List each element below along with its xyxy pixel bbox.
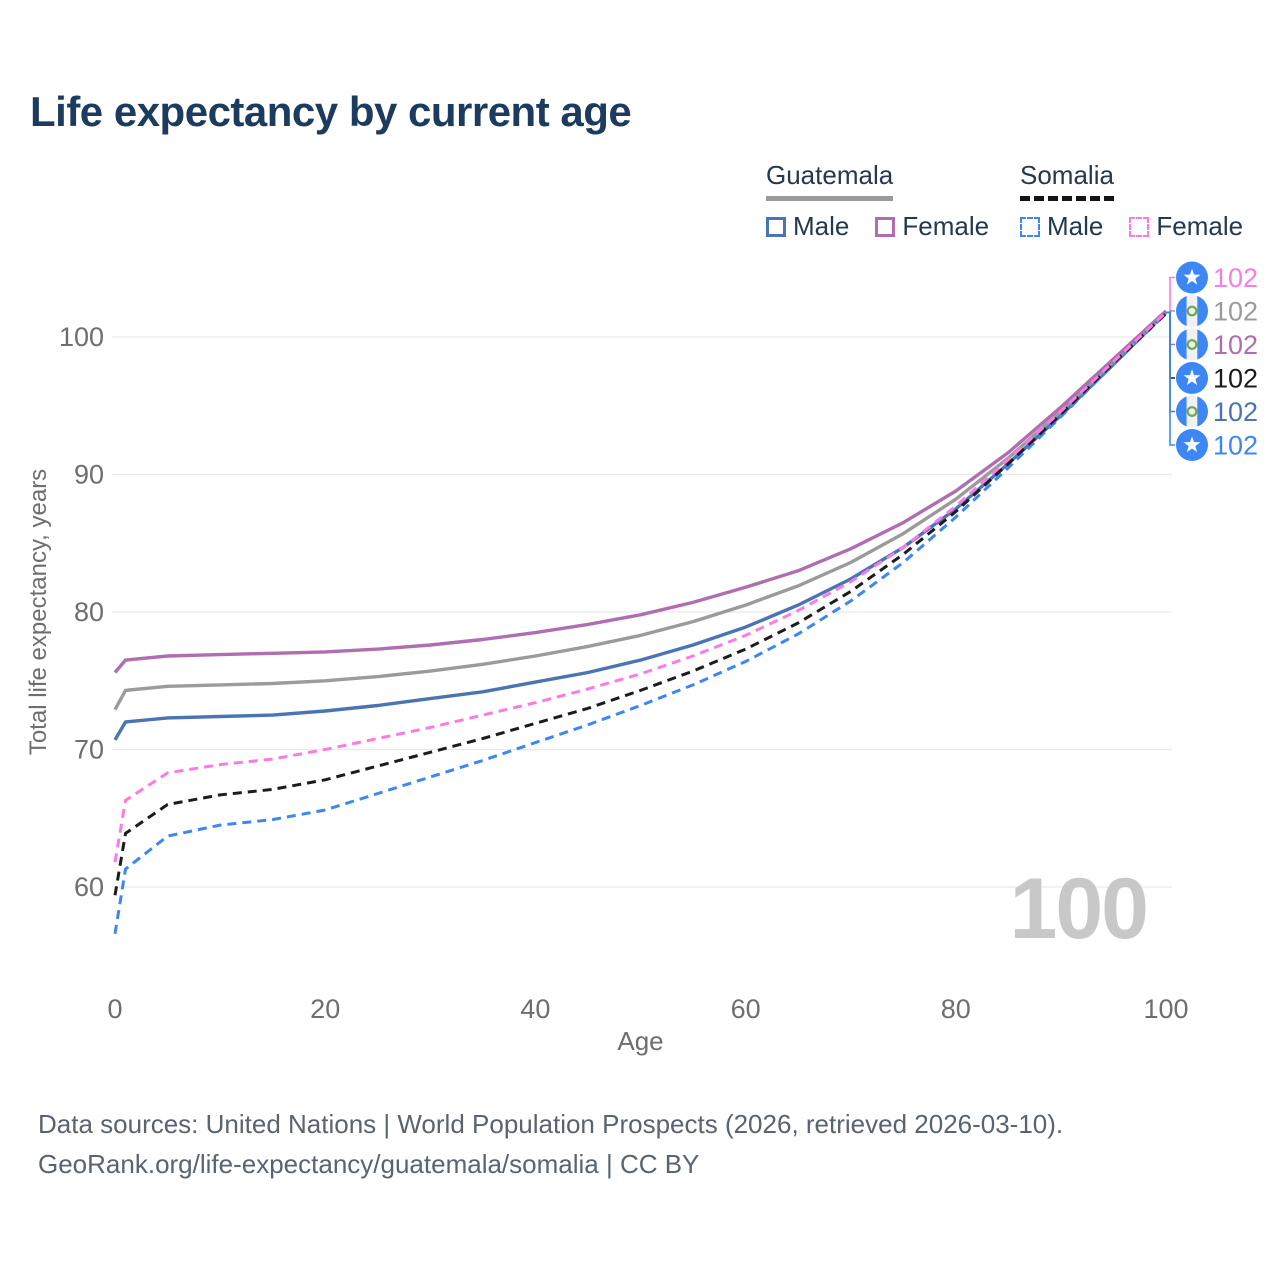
page-title: Life expectancy by current age [30,88,632,135]
x-tick-label: 80 [941,994,971,1024]
series-line-guatemala-male[interactable] [113,311,1168,741]
legend-item-guatemala-female[interactable]: Female [875,211,989,242]
attribution-link[interactable]: GeoRank.org/life-expectancy/guatemala/so… [38,1149,700,1179]
legend-country-guatemala[interactable]: Guatemala [766,160,894,201]
end-value-label: 102 [1213,397,1258,427]
somalia-flag-icon [1176,429,1208,461]
guatemala-flag-icon [1176,395,1208,428]
end-value-label: 102 [1213,431,1258,461]
star-glyph [1183,268,1201,285]
legend-item-label: Female [902,211,990,241]
x-tick-label: 100 [1143,994,1188,1024]
footer: Data sources: United Nations | World Pop… [38,1104,1063,1184]
y-tick-label: 70 [74,735,104,765]
guatemala-female-swatch-icon [875,216,896,237]
end-value-label: 102 [1213,364,1258,394]
legend-country-somalia[interactable]: Somalia [1020,160,1114,201]
x-tick-label: 40 [520,994,550,1024]
band-blue [1176,395,1187,428]
series-line-somalia-female[interactable] [113,311,1168,863]
y-tick-label: 90 [74,460,104,490]
legend-group-guatemala: Guatemala Male Female [766,160,989,242]
band-blue [1176,295,1187,327]
series-line-guatemala-both[interactable] [113,311,1168,711]
band-blue [1197,295,1208,327]
y-tick-label: 60 [74,872,104,902]
end-value-label: 102 [1213,297,1258,327]
flag-bands [1176,395,1208,428]
somalia-female-swatch-icon [1129,216,1150,237]
guatemala-emblem [1186,339,1198,350]
age-counter-watermark: 100 [1009,861,1149,957]
band-blue [1197,395,1208,428]
guatemala-emblem [1186,406,1198,417]
label-connector [1166,311,1175,446]
legend-item-label: Male [793,211,850,241]
series-line-somalia-male[interactable] [113,312,1168,935]
legend-row-somalia: Male Female [1020,211,1243,242]
legend-item-somalia-male[interactable]: Male [1020,211,1103,242]
y-tick-label: 100 [59,322,104,352]
series-line-guatemala-female[interactable] [113,309,1168,674]
somalia-flag-icon [1176,261,1208,294]
flag-bands [1176,295,1208,327]
somalia-male-swatch-icon [1020,216,1040,237]
legend-group-somalia: Somalia Male Female [1020,160,1243,242]
band-white [1186,295,1198,327]
legend-row-guatemala: Male Female [766,211,989,242]
legend-item-label: Female [1156,211,1244,241]
guatemala-flag-icon [1176,328,1208,361]
somalia-flag-icon [1176,362,1208,394]
y-axis-title: Total life expectancy, years [25,469,52,755]
legend-item-somalia-female[interactable]: Female [1129,211,1243,242]
guatemala-emblem [1186,305,1198,317]
band-white [1186,328,1198,361]
flag-bands [1176,328,1208,361]
series-line-somalia-both[interactable] [113,312,1168,896]
x-tick-label: 20 [310,994,340,1024]
guatemala-flag-icon [1176,295,1208,327]
band-blue [1176,328,1187,361]
end-value-label: 102 [1213,263,1258,293]
legend-item-guatemala-male[interactable]: Male [766,211,849,242]
guatemala-male-swatch-icon [766,216,786,237]
band-blue [1197,328,1208,361]
legend-item-label: Male [1047,211,1104,241]
label-connector [1166,276,1175,314]
end-value-label: 102 [1213,330,1258,360]
band-white [1186,395,1198,428]
x-axis-title: Age [617,1026,663,1056]
x-tick-label: 60 [731,994,761,1024]
star-glyph [1183,369,1201,386]
star-glyph [1183,436,1201,453]
data-sources-line: Data sources: United Nations | World Pop… [38,1109,1064,1139]
y-tick-label: 80 [74,597,104,627]
x-tick-label: 0 [107,994,122,1024]
